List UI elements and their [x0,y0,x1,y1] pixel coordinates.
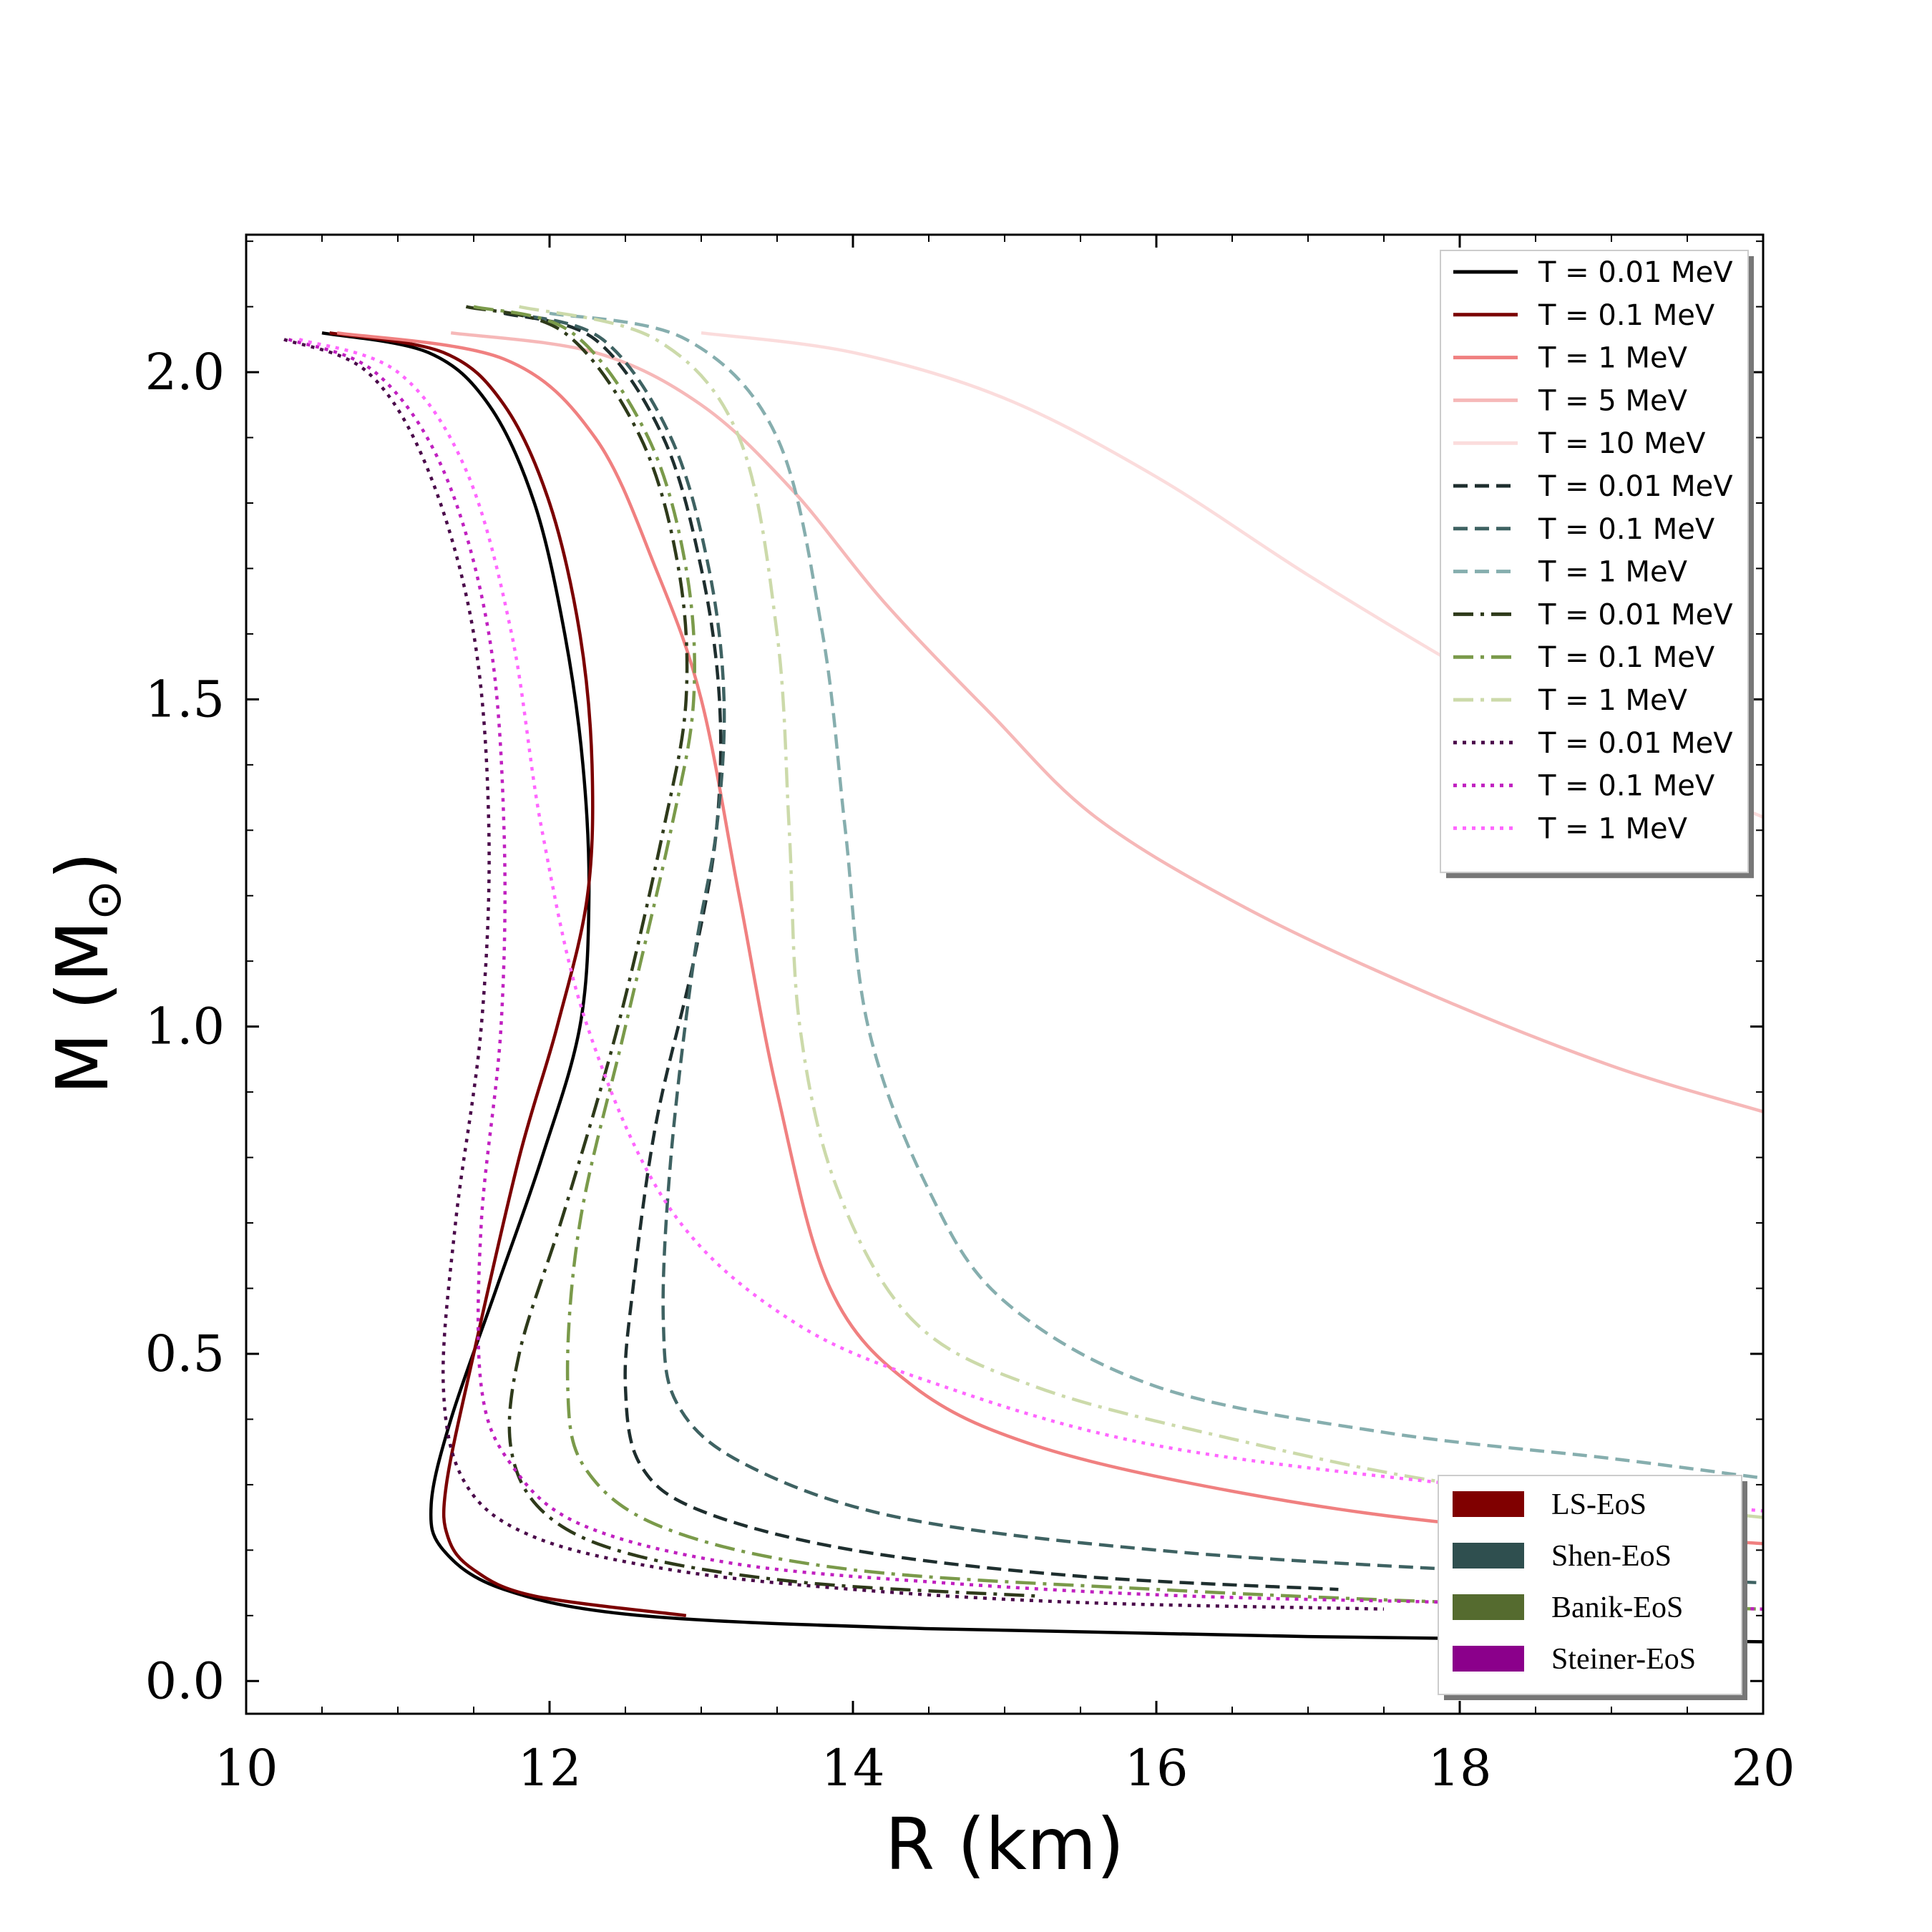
legend-label: T = 10 MeV [1538,427,1706,460]
series-line-banik-8 [465,305,1035,1598]
legend-label: T = 0.01 MeV [1538,598,1733,631]
x-tick-label: 16 [1124,1739,1188,1797]
series-line-steiner-13 [298,338,1763,1513]
legend-label: T = 0.01 MeV [1538,727,1733,760]
x-tick-label: 10 [214,1739,278,1797]
eos-legend-label: Banik-EoS [1551,1591,1683,1624]
series-line-shen-7 [549,311,1763,1480]
eos-legend-swatch [1453,1646,1524,1672]
x-tick-label: 12 [517,1739,581,1797]
legend-label: T = 0.01 MeV [1538,470,1733,503]
x-tick-label: 18 [1428,1739,1491,1797]
eos-legend-swatch [1453,1543,1524,1568]
y-tick-label: 0.5 [145,1324,225,1383]
eos-legend-swatch [1453,1491,1524,1517]
legend-label: T = 1 MeV [1538,684,1688,717]
legend-eos: LS-EoS Shen-EoS Banik-EoS Steiner-EoS [1438,1475,1747,1700]
tick-layer: 10 12 14 16 18 20 0.0 0.5 1.0 1.5 2.0 [145,235,1795,1797]
y-tick-label: 2.0 [145,343,225,401]
series-line-ls-1 [329,331,687,1618]
legend-label: T = 0.1 MeV [1538,641,1715,674]
legend-label: T = 1 MeV [1538,556,1688,589]
series-line-ls-0 [321,331,1763,1644]
series-line-shen-5 [503,311,1339,1591]
legend-label: T = 0.01 MeV [1538,256,1733,289]
y-tick-label: 1.5 [145,670,225,728]
y-tick-label: 1.0 [145,997,225,1056]
series-line-ls-2 [336,331,1763,1546]
eos-legend-label: Shen-EoS [1551,1540,1672,1573]
legend-label: T = 5 MeV [1538,384,1688,417]
eos-legend-label: Steiner-EoS [1551,1643,1696,1676]
legend-label: T = 0.1 MeV [1538,770,1715,803]
series-line-ls-3 [450,331,1763,1113]
y-tick-label: 0.0 [145,1652,225,1710]
series-line-steiner-12 [288,338,1763,1611]
legend-temperature: T = 0.01 MeV T = 0.1 MeV T = 1 MeV T = 5 Me… [1440,250,1754,879]
legend-label: T = 1 MeV [1538,812,1688,845]
legend-label: T = 0.1 MeV [1538,299,1715,332]
legend-label: T = 0.1 MeV [1538,513,1715,546]
x-tick-label: 20 [1731,1739,1795,1797]
series-line-steiner-11 [283,338,1385,1611]
x-axis-title: R (km) [885,1802,1125,1886]
series-layer [283,305,1763,1644]
legend-box [1440,250,1749,874]
eos-legend-swatch [1453,1594,1524,1620]
series-line-shen-6 [511,311,1763,1585]
series-line-banik-9 [473,305,1763,1611]
series-line-banik-10 [519,305,1763,1519]
svg-text:M (M⊙): M (M⊙) [41,852,132,1094]
legend-label: T = 1 MeV [1538,342,1688,375]
eos-legend-label: LS-EoS [1551,1488,1646,1521]
y-axis-title: M (M⊙) [41,852,132,1094]
x-tick-label: 14 [821,1739,884,1797]
